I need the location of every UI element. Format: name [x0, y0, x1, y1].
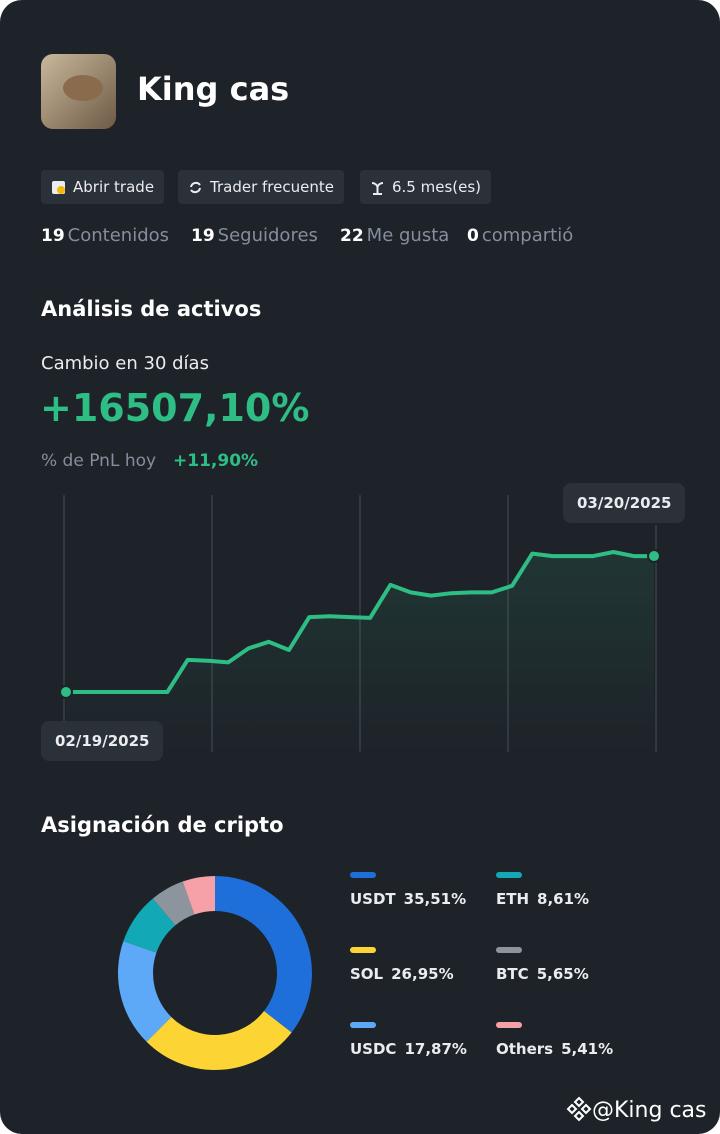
end-point	[647, 549, 661, 564]
legend-swatch	[496, 947, 522, 953]
stat-label: Me gusta	[366, 225, 450, 246]
line	[64, 550, 656, 694]
stat: 19 Contenidos	[41, 225, 169, 246]
watermark-text: @King cas	[592, 1098, 707, 1123]
stat-label: Contenidos	[67, 225, 170, 246]
area	[66, 552, 654, 752]
badge: Trader frecuente	[178, 170, 344, 204]
donut-segment	[146, 1011, 292, 1070]
legend-label: ETH	[496, 890, 530, 908]
profile-name: King cas	[137, 70, 290, 108]
pnl-label: % de PnL hoy	[41, 451, 157, 471]
badge: 6.5 mes(es)	[360, 170, 492, 204]
stat-value: 19	[191, 226, 215, 246]
legend-item: BTC 5,65%	[496, 947, 589, 983]
section-title: Asignación de cripto	[41, 813, 284, 837]
legend-value: 5,65%	[536, 965, 589, 983]
legend-item: SOL 26,95%	[350, 947, 454, 983]
legend-item: USDT 35,51%	[350, 872, 467, 908]
avatar	[41, 54, 116, 129]
legend-label: USDC	[350, 1040, 397, 1058]
end-date: 03/20/2025	[563, 483, 686, 523]
legend-value: 17,87%	[404, 1040, 467, 1058]
legend-value: 26,95%	[391, 965, 454, 983]
donut-chart	[118, 876, 312, 1070]
donut-segment	[123, 898, 176, 953]
legend-value: 8,61%	[537, 890, 590, 908]
stat-label: Seguidores	[217, 225, 318, 246]
donut-segment	[215, 876, 312, 1033]
legend-label: Others	[496, 1040, 554, 1058]
end-point	[59, 685, 73, 699]
legend-label: USDT	[350, 890, 396, 908]
badge-label: Abrir trade	[73, 178, 155, 196]
legend-swatch	[350, 947, 376, 953]
stat-value: 22	[340, 226, 364, 246]
legend-value: 5,41%	[561, 1040, 614, 1058]
legend-label: SOL	[350, 965, 384, 983]
legend-item: USDC 17,87%	[350, 1022, 467, 1058]
donut-segment	[152, 881, 195, 926]
stat-value: 19	[41, 226, 65, 246]
change-value: +16507,10%	[40, 386, 310, 430]
stat: 22 Me gusta	[340, 225, 449, 246]
legend-swatch	[350, 872, 376, 878]
stat: 19 Seguidores	[191, 225, 318, 246]
stat: 0 compartió	[467, 225, 573, 246]
section-title: Análisis de activos	[41, 297, 262, 321]
legend-swatch	[496, 872, 522, 878]
pnl-value: +11,90%	[173, 451, 259, 471]
watermark: @King cas	[566, 1096, 706, 1123]
badge: Abrir trade	[41, 170, 165, 204]
legend-swatch	[350, 1022, 376, 1028]
logo	[566, 1096, 592, 1122]
legend-value: 35,51%	[403, 890, 467, 908]
legend-item: Others 5,41%	[496, 1022, 614, 1058]
start-date: 02/19/2025	[41, 721, 164, 761]
stat-label: compartió	[481, 225, 574, 246]
line-chart	[59, 495, 661, 752]
legend-item: ETH 8,61%	[496, 872, 590, 908]
legend-label: BTC	[496, 965, 529, 983]
legend-swatch	[496, 1022, 522, 1028]
badge-label: Trader frecuente	[210, 178, 334, 196]
badge-label: 6.5 mes(es)	[392, 178, 482, 196]
stat-value: 0	[467, 226, 479, 246]
donut-segment	[118, 941, 172, 1042]
donut-segment	[182, 876, 215, 915]
change-label: Cambio en 30 días	[41, 353, 209, 374]
